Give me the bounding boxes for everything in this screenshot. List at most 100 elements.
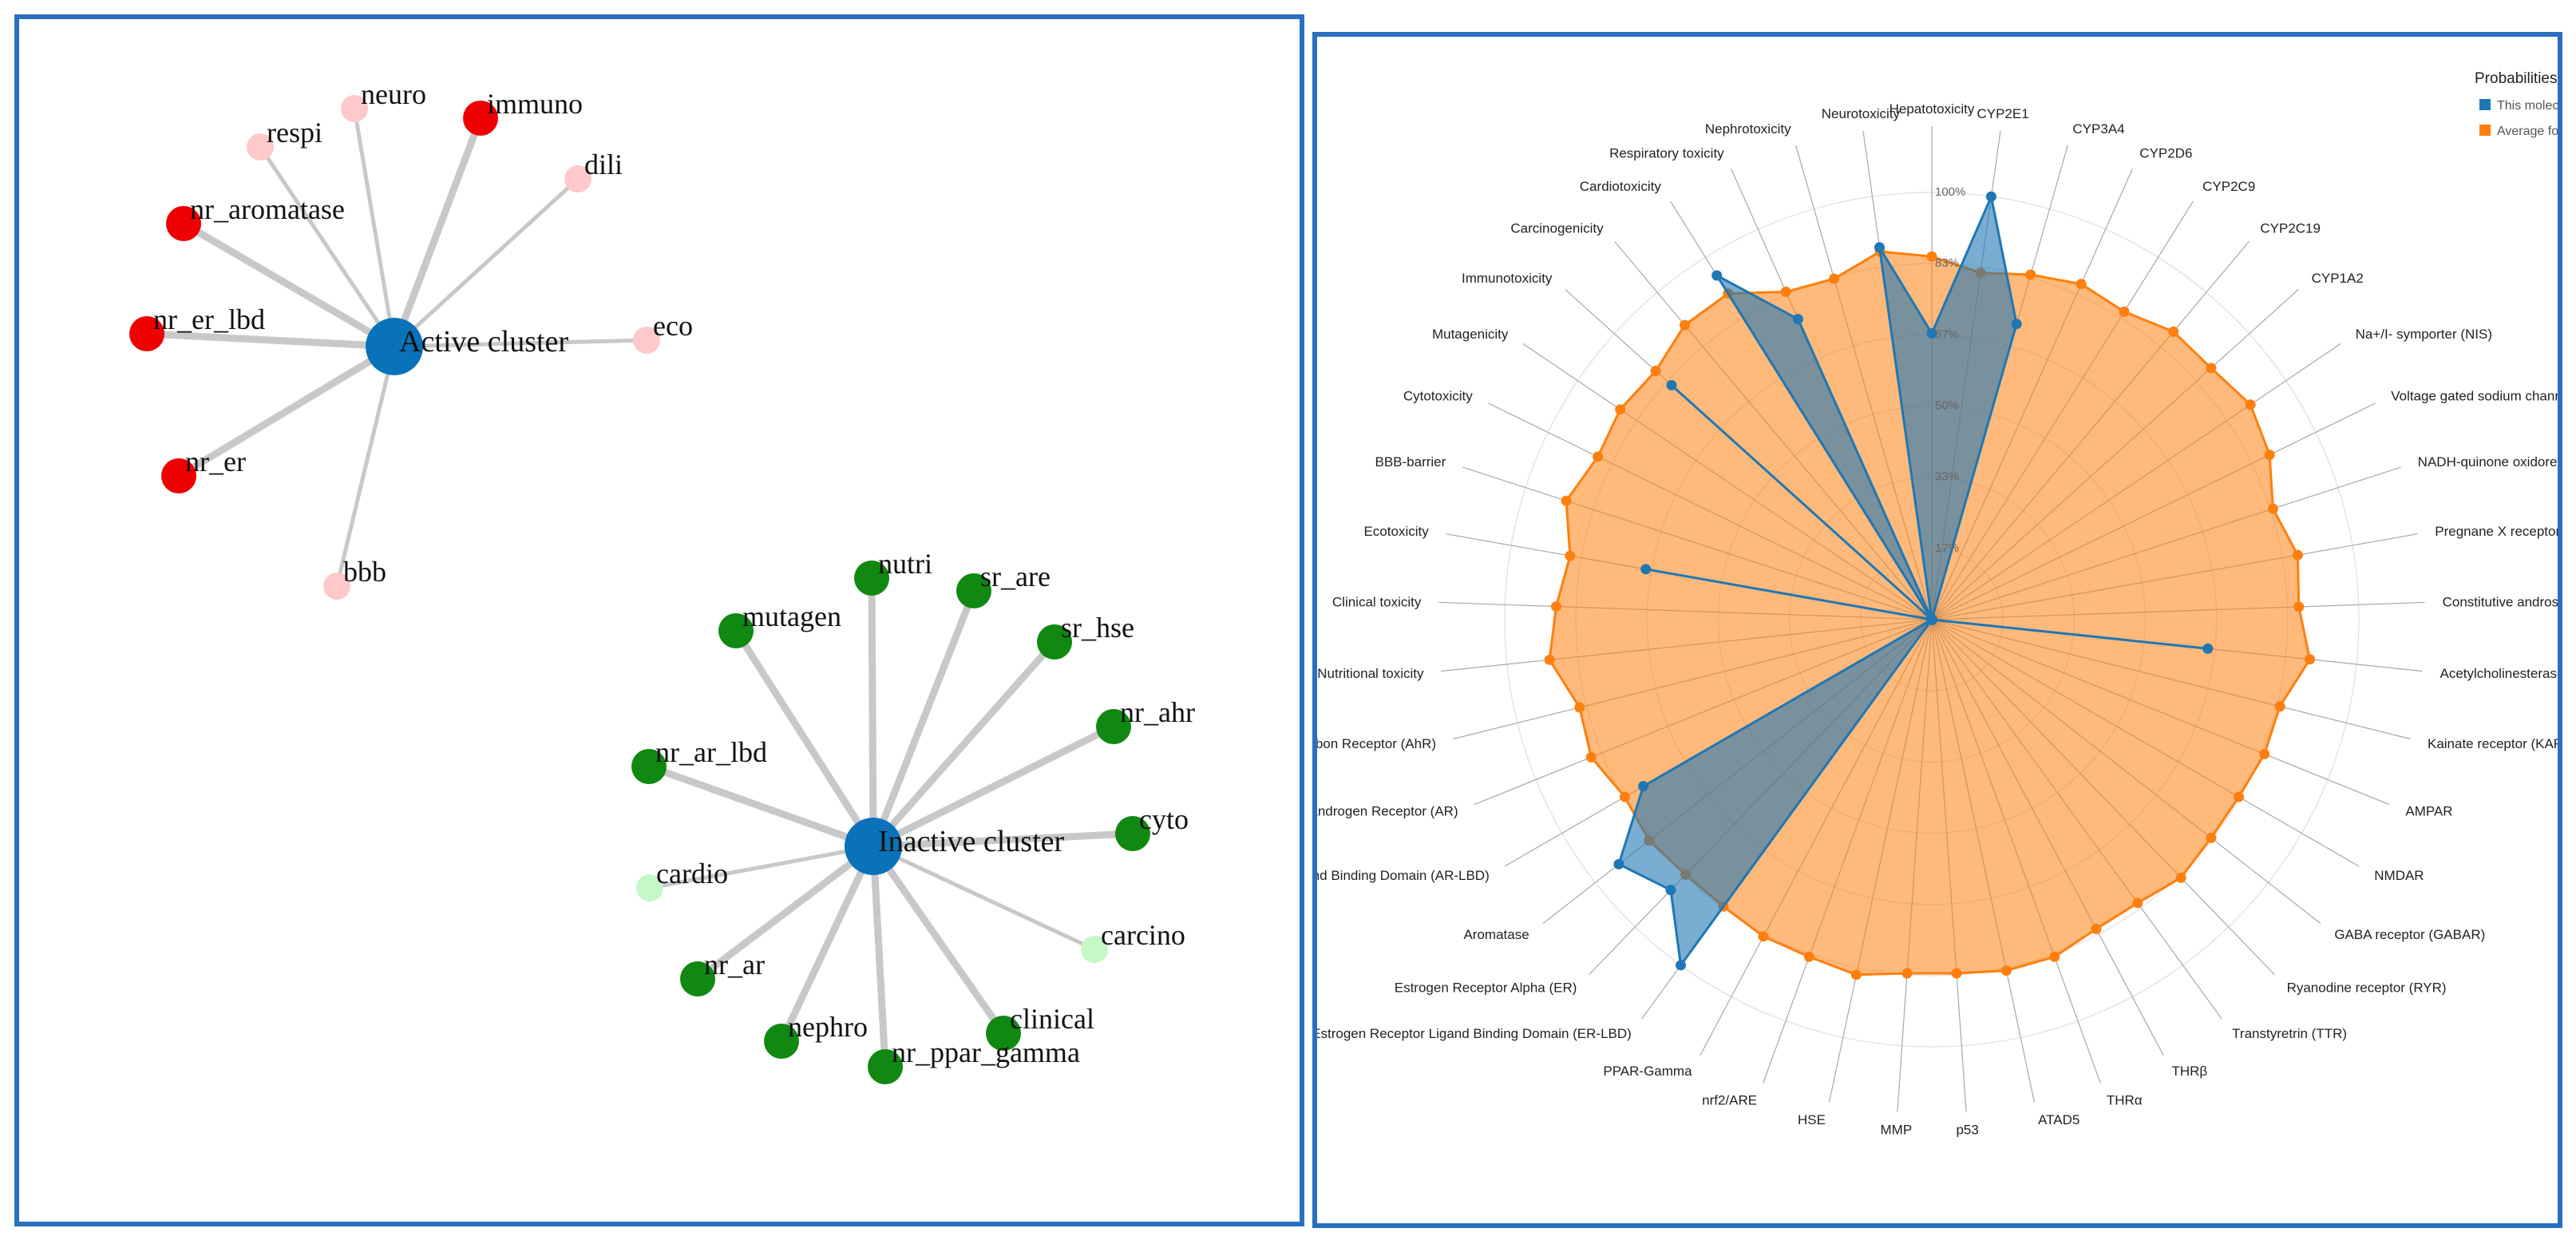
node-eco[interactable]: [633, 327, 660, 354]
radar-point-estrogen-receptor-alpha-er[interactable]: [1665, 885, 1676, 896]
radar-point-neurotoxicity[interactable]: [1874, 242, 1885, 253]
radar-point-immunotoxicity[interactable]: [1650, 366, 1661, 377]
radar-point-acetylcholinesterase-ache[interactable]: [2305, 654, 2316, 665]
radar-point-ampar[interactable]: [2259, 748, 2270, 759]
axis-label-androgen-receptor-ar: Androgen Receptor (AR): [1317, 804, 1458, 819]
radar-point-aromatase[interactable]: [1613, 858, 1624, 870]
legend-swatch-average-fo[interactable]: [2479, 125, 2491, 136]
radar-point-ryanodine-receptor-ryr[interactable]: [2175, 872, 2186, 883]
radar-point-atad5[interactable]: [2000, 965, 2012, 977]
node-neuro[interactable]: [341, 95, 368, 122]
radar-point-transtyretrin-ttr[interactable]: [2132, 897, 2143, 909]
radar-point-cyp3a4[interactable]: [2011, 319, 2022, 330]
radar-point-gaba-receptor-gabar[interactable]: [2206, 832, 2217, 843]
node-clinical[interactable]: [986, 1016, 1021, 1051]
node-nutri[interactable]: [854, 561, 889, 596]
legend-swatch-this-molec[interactable]: [2479, 99, 2491, 110]
radar-point-cyp3a4[interactable]: [2025, 269, 2036, 280]
radar-point-respiratory-toxicity[interactable]: [1780, 286, 1791, 297]
node-nr-ppar-gamma[interactable]: [868, 1049, 903, 1084]
radar-point-androgen-receptor-ar[interactable]: [1585, 751, 1597, 763]
node-dili[interactable]: [564, 165, 592, 192]
radar-point-cyp2c19[interactable]: [2168, 326, 2179, 337]
axis-label-na-i-symporter-nis: Na+/I- symporter (NIS): [2356, 327, 2492, 342]
node-label-cardio: cardio: [656, 858, 728, 889]
radar-point-cyp1a2[interactable]: [2206, 363, 2217, 374]
legend-label-this-molec[interactable]: This molec: [2497, 99, 2558, 113]
radar-point-constitutive-androstane-receptor-car[interactable]: [2293, 601, 2305, 612]
radar-point-respiratory-toxicity[interactable]: [1792, 314, 1803, 325]
radar-point-mutagenicity[interactable]: [1615, 404, 1626, 415]
toxicity-radar-chart: 17% 33% 50% 67% 83% 100% Hepatotoxicity CYP2E1 C…: [1317, 70, 2558, 1137]
axis-label-voltage-gated-sodium-channel-vgsc: Voltage gated sodium channel (VGSC): [2391, 388, 2558, 403]
radar-point-na-i-symporter-nis[interactable]: [2245, 399, 2256, 410]
legend-label-average-fo[interactable]: Average fo: [2497, 125, 2558, 138]
node-bbb[interactable]: [323, 572, 350, 600]
radar-point-cytotoxicity[interactable]: [1593, 451, 1604, 462]
node-nephro[interactable]: [764, 1024, 799, 1059]
node-label-sr-hse: sr_hse: [1061, 612, 1134, 644]
axis-label-immunotoxicity: Immunotoxicity: [1462, 271, 1553, 286]
radar-point-ppar-gamma[interactable]: [1758, 931, 1769, 942]
axis-label-mmp: MMP: [1881, 1122, 1913, 1137]
radar-point-nephrotoxicity[interactable]: [1829, 273, 1840, 284]
radar-point-androgen-receptor-ligand-binding-domain-ar-lbd[interactable]: [1619, 791, 1630, 802]
radar-point-immunotoxicity[interactable]: [1666, 379, 1677, 390]
radar-point-nmdar[interactable]: [2234, 791, 2245, 802]
radar-point-nutritional-toxicity[interactable]: [1544, 654, 1555, 665]
edge-neuro: [352, 108, 397, 347]
node-nr-ar[interactable]: [680, 961, 715, 996]
radar-point-mmp[interactable]: [1901, 968, 1913, 979]
node-label-nr-ar: nr_ar: [704, 949, 765, 981]
radar-point-aryl-hydrocarbon-receptor-ahr[interactable]: [1574, 702, 1585, 713]
legend-title: Probabilities: [2475, 70, 2558, 87]
radar-point-clinical-toxicity[interactable]: [1550, 601, 1561, 612]
legend: Probabilities This molec Average fo: [2475, 70, 2558, 138]
radar-point-nadh-quinone-oxidoreductase-nadhox[interactable]: [2267, 503, 2278, 514]
radar-point-acetylcholinesterase-ache[interactable]: [2202, 643, 2214, 654]
radar-point-cyp2d6[interactable]: [2075, 279, 2087, 290]
node-nr-er[interactable]: [161, 458, 196, 493]
node-cyto[interactable]: [1115, 816, 1150, 851]
radar-point-nrf2-are[interactable]: [1803, 951, 1814, 962]
radar-point-cyp2e1[interactable]: [1985, 191, 1996, 202]
radar-point-carcinogenicity[interactable]: [1679, 319, 1690, 331]
node-mutagen[interactable]: [718, 613, 754, 648]
node-nr-ahr[interactable]: [1096, 709, 1131, 744]
radar-point-hepatotoxicity[interactable]: [1926, 251, 1937, 262]
node-label-sr-are: sr_are: [980, 561, 1051, 592]
radar-point-cardiotoxicity[interactable]: [1711, 270, 1723, 281]
node-sr-are[interactable]: [956, 573, 991, 608]
hub-inactive-cluster[interactable]: [845, 818, 902, 875]
node-nr-ar-lbd[interactable]: [631, 749, 667, 784]
axis-label-atad5: ATAD5: [2038, 1112, 2079, 1127]
node-nr-aromatase[interactable]: [166, 206, 201, 241]
radar-point-pregnane-x-receptor-pxr[interactable]: [2292, 549, 2303, 561]
radar-point-thr[interactable]: [2091, 923, 2102, 934]
radar-point-hepatotoxicity[interactable]: [1926, 328, 1937, 339]
radar-point-androgen-receptor-ligand-binding-domain-ar-lbd[interactable]: [1638, 781, 1649, 792]
node-nr-er-lbd[interactable]: [129, 316, 164, 351]
radar-point-kainate-receptor-kar[interactable]: [2274, 701, 2285, 712]
radar-point-p53[interactable]: [1951, 968, 1962, 979]
radar-point-hse[interactable]: [1850, 969, 1862, 981]
node-cardio[interactable]: [636, 874, 663, 901]
radar-point-ecotoxicity[interactable]: [1640, 564, 1652, 575]
node-label-respi: respi: [267, 117, 322, 149]
edge-nr-ppar-gamma: [869, 846, 889, 1068]
radar-point-voltage-gated-sodium-channel-vgsc[interactable]: [2264, 450, 2275, 461]
node-carcino[interactable]: [1081, 936, 1108, 963]
edge-respi: [258, 145, 397, 348]
node-sr-hse[interactable]: [1037, 624, 1072, 660]
node-respi[interactable]: [247, 133, 274, 160]
node-immuno[interactable]: [463, 101, 498, 136]
radar-point-thr[interactable]: [2049, 951, 2060, 962]
radar-point-ecotoxicity[interactable]: [1565, 550, 1576, 561]
radar-point-estrogen-receptor-ligand-binding-domain-er-lbd[interactable]: [1676, 960, 1687, 971]
axis-label-ampar: AMPAR: [2405, 804, 2452, 819]
node-label-nr-er-lbd: nr_er_lbd: [153, 303, 265, 335]
radar-point-bbb-barrier[interactable]: [1561, 495, 1572, 506]
radar-point-cyp2c9[interactable]: [2119, 306, 2130, 317]
hub-active-cluster[interactable]: [366, 318, 423, 375]
